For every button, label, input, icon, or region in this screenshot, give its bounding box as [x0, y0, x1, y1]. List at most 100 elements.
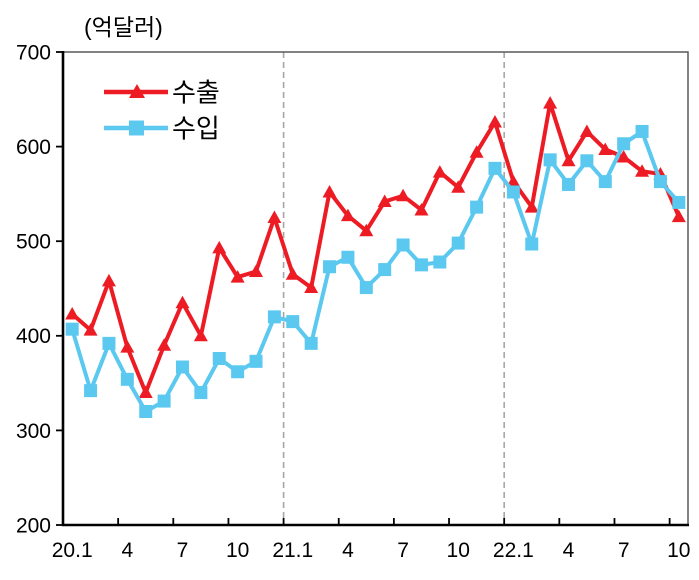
- square-marker: [249, 354, 263, 368]
- square-marker: [672, 195, 686, 209]
- legend-label: 수출: [172, 78, 220, 108]
- square-marker: [653, 175, 667, 189]
- triangle-marker: [469, 145, 484, 158]
- square-marker: [488, 161, 502, 175]
- square-marker: [617, 137, 631, 151]
- plot-frame: [62, 51, 689, 526]
- square-marker: [175, 360, 189, 374]
- triangle-marker: [249, 264, 264, 277]
- square-marker: [580, 154, 594, 168]
- square-marker: [120, 372, 134, 386]
- square-marker: [562, 177, 576, 191]
- triangle-marker: [524, 200, 539, 213]
- triangle-marker: [120, 340, 135, 353]
- square-marker: [359, 281, 373, 295]
- x-tick-label: 7: [618, 539, 630, 562]
- triangle-marker: [193, 328, 208, 342]
- square-marker: [543, 153, 557, 167]
- x-axis-ticks-and-labels: 20.1 4 7 10 21.1 4 7 10 22.1 4 7 10: [52, 518, 690, 562]
- triangle-marker: [157, 338, 172, 351]
- triangle-marker: [377, 194, 392, 207]
- square-marker: [194, 386, 208, 400]
- imports-markers: [65, 124, 686, 418]
- y-tick-label: 200: [16, 514, 51, 537]
- square-marker: [231, 365, 245, 379]
- triangle-marker: [579, 124, 594, 137]
- triangle-marker: [598, 142, 613, 155]
- square-marker: [267, 310, 281, 324]
- triangle-marker: [304, 280, 319, 294]
- x-tick-label: 10: [667, 539, 690, 562]
- legend-triangle-marker: [129, 84, 145, 98]
- triangle-marker: [671, 209, 686, 223]
- square-marker: [304, 336, 318, 350]
- x-tick-label: 10: [447, 539, 470, 562]
- triangle-marker: [616, 150, 631, 163]
- triangle-marker: [65, 307, 80, 320]
- square-marker: [414, 258, 428, 272]
- triangle-marker: [230, 270, 245, 283]
- triangle-marker: [635, 164, 650, 177]
- square-marker: [102, 336, 116, 350]
- x-tick-label: 7: [177, 539, 189, 562]
- exports-markers: [65, 96, 686, 399]
- exports-line: [70, 101, 681, 395]
- x-tick-label: 10: [226, 539, 249, 562]
- legend-item-imports: 수입: [104, 114, 220, 144]
- y-axis-ticks-and-labels: 200 300 400 500 600 700: [16, 41, 63, 537]
- triangle-marker: [359, 223, 374, 237]
- imports-line: [70, 129, 681, 414]
- triangle-marker: [322, 185, 337, 198]
- x-tick-label: 4: [121, 539, 133, 562]
- square-marker: [378, 263, 392, 277]
- y-tick-label: 400: [16, 325, 51, 348]
- y-tick-label: 500: [16, 231, 51, 254]
- triangle-marker: [175, 295, 190, 309]
- triangle-marker: [267, 210, 282, 224]
- x-tick-label: 21.1: [272, 539, 313, 562]
- square-marker: [598, 175, 612, 189]
- legend-label: 수입: [172, 114, 220, 144]
- triangle-marker: [506, 174, 521, 188]
- triangle-marker: [414, 202, 429, 216]
- triangle-marker: [212, 240, 227, 254]
- y-tick-label: 300: [16, 420, 51, 443]
- square-marker: [139, 404, 153, 418]
- square-marker: [341, 250, 355, 264]
- triangle-marker: [451, 180, 466, 193]
- triangle-marker: [83, 323, 98, 336]
- x-tick-label: 4: [563, 539, 575, 562]
- y-tick-label: 600: [16, 136, 51, 159]
- square-marker: [396, 238, 410, 252]
- exports-series: [65, 96, 686, 399]
- triangle-marker: [561, 153, 576, 167]
- triangle-marker: [487, 115, 502, 128]
- legend-square-marker: [129, 120, 144, 136]
- square-marker: [470, 200, 484, 214]
- triangle-marker: [285, 267, 300, 280]
- square-marker: [525, 237, 539, 251]
- square-marker: [157, 394, 171, 408]
- square-marker: [286, 315, 300, 329]
- imports-series: [65, 124, 686, 418]
- square-marker: [212, 352, 226, 366]
- x-tick-label: 7: [397, 539, 409, 562]
- square-marker: [65, 322, 79, 336]
- square-marker: [451, 236, 465, 250]
- square-marker: [433, 255, 447, 269]
- y-axis-unit-label: (억달러): [84, 14, 163, 40]
- x-tick-label: 4: [342, 539, 354, 562]
- triangle-marker: [101, 273, 116, 287]
- year-boundary-dashed-lines: [282, 52, 505, 525]
- triangle-marker: [432, 165, 447, 178]
- y-tick-label: 700: [16, 41, 51, 64]
- x-tick-label: 20.1: [52, 539, 93, 562]
- x-tick-label: 22.1: [493, 539, 534, 562]
- triangle-marker: [543, 96, 558, 109]
- legend-item-exports: 수출: [104, 78, 220, 108]
- triangle-marker: [396, 188, 411, 202]
- triangle-marker: [340, 208, 355, 222]
- triangle-marker: [138, 385, 153, 399]
